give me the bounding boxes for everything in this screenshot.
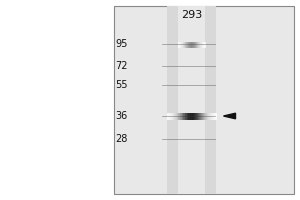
Bar: [178, 6, 205, 194]
Text: 293: 293: [181, 10, 202, 20]
Text: 28: 28: [116, 134, 128, 144]
FancyBboxPatch shape: [114, 6, 294, 194]
Text: 72: 72: [116, 61, 128, 71]
Text: 55: 55: [116, 80, 128, 90]
Bar: [167, 6, 216, 194]
Polygon shape: [224, 113, 236, 119]
Text: 36: 36: [116, 111, 128, 121]
Text: 95: 95: [116, 39, 128, 49]
